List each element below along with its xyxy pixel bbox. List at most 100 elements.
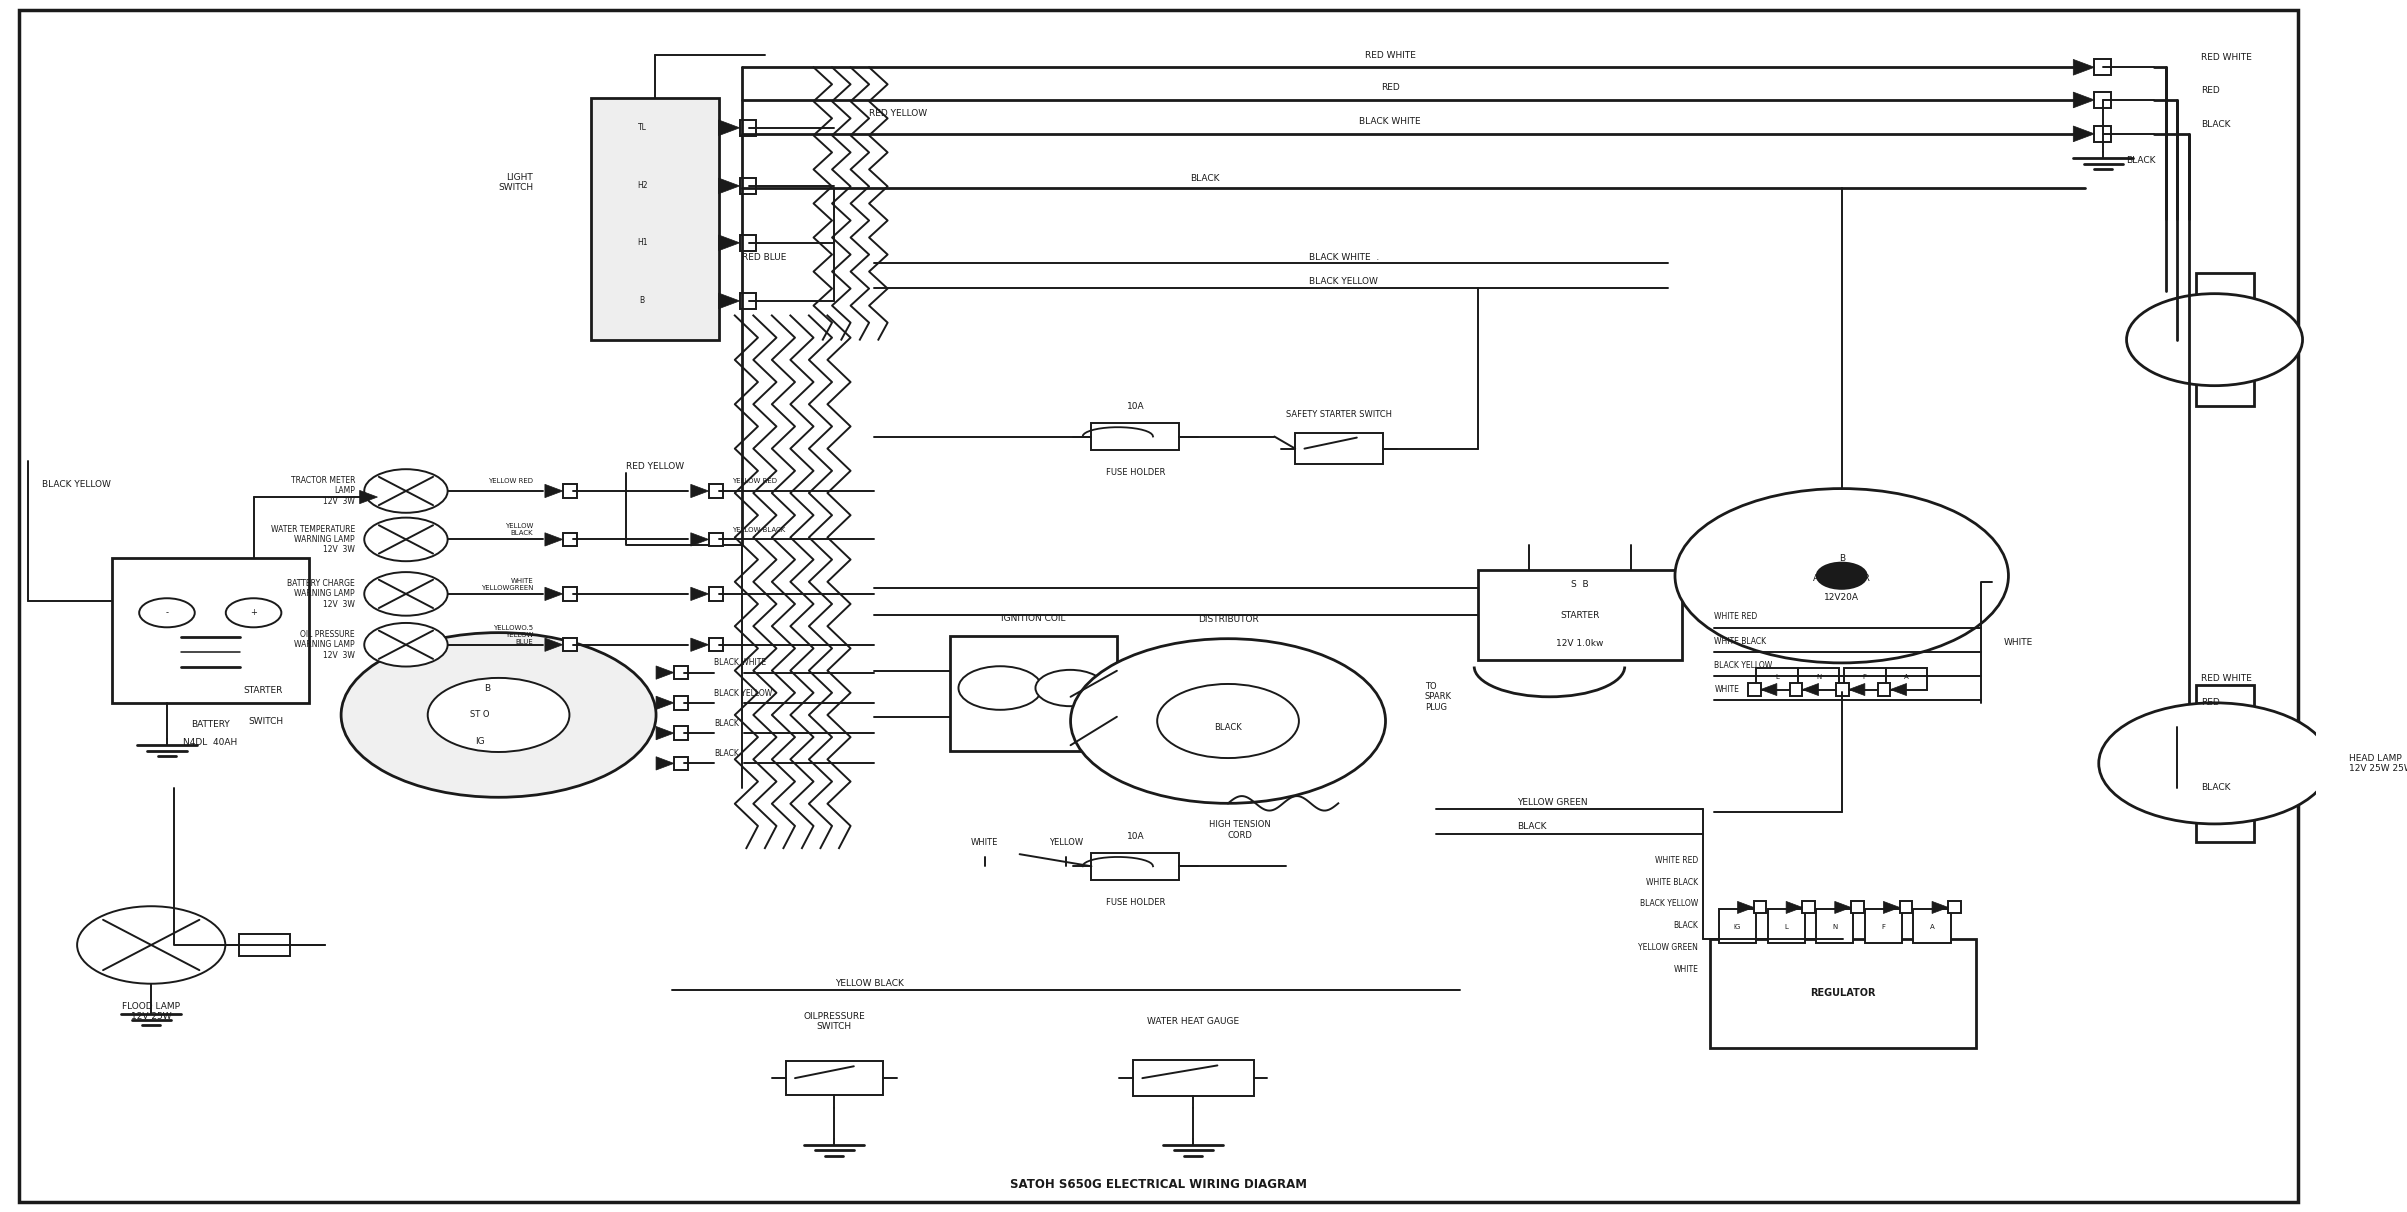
Bar [563,588,578,601]
Text: OILPRESSURE
SWITCH: OILPRESSURE SWITCH [804,1012,864,1031]
Bar [674,726,688,739]
Polygon shape [1889,684,1906,696]
Text: HEAD LAMP
12V 25W 25W: HEAD LAMP 12V 25W 25W [2349,754,2407,773]
Text: RED YELLOW: RED YELLOW [869,109,927,118]
Text: +: + [250,608,258,617]
Text: FLOOD LAMP
12V 25W: FLOOD LAMP 12V 25W [123,1002,181,1022]
Text: 10A: 10A [1126,831,1143,840]
Bar [1885,668,1928,690]
Text: HIGH TENSION
CORD: HIGH TENSION CORD [1208,821,1271,840]
Text: S  B: S B [1572,579,1589,589]
Bar [674,756,688,770]
Text: BLACK: BLACK [1189,175,1220,183]
Text: RED WHITE: RED WHITE [1365,51,1415,59]
Bar [708,485,722,498]
Bar [1090,423,1179,450]
Polygon shape [544,533,563,547]
Text: WHITE: WHITE [2003,638,2034,647]
Bar [1844,668,1885,690]
Text: RED YELLOW: RED YELLOW [626,462,684,471]
Text: BLACK WHITE: BLACK WHITE [1360,118,1420,126]
Bar [708,638,722,651]
Text: STARTER: STARTER [1560,611,1601,619]
Text: IG: IG [474,737,484,747]
Polygon shape [720,293,739,309]
Text: IGNITION COIL: IGNITION COIL [1001,613,1066,623]
Text: SWITCH: SWITCH [248,716,284,726]
Polygon shape [720,178,739,194]
Text: WATER HEAT GAUGE: WATER HEAT GAUGE [1148,1017,1240,1025]
Polygon shape [1882,902,1899,914]
Circle shape [226,599,282,628]
Text: A: A [1904,674,1909,680]
Text: RED WHITE: RED WHITE [2200,53,2251,62]
Text: STARTER: STARTER [243,686,284,696]
Bar [1877,684,1889,696]
Circle shape [2099,703,2330,824]
Text: 12V 1.0kw: 12V 1.0kw [1557,639,1603,648]
Bar [563,533,578,547]
Text: WHITE BLACK: WHITE BLACK [1646,877,1697,886]
Circle shape [1158,684,1300,758]
Bar [1747,684,1760,696]
Text: 12V20A: 12V20A [1825,593,1858,602]
Polygon shape [359,491,378,504]
Text: F: F [1863,674,1868,680]
Circle shape [1071,639,1386,804]
Polygon shape [657,726,674,739]
Text: SAFETY STARTER SWITCH: SAFETY STARTER SWITCH [1285,410,1391,419]
Polygon shape [1933,902,1947,914]
Bar [1478,570,1682,661]
Bar [2195,685,2253,842]
Bar [388,490,421,504]
Text: BLACK WHITE: BLACK WHITE [715,658,765,668]
Text: BATTERY: BATTERY [190,720,229,730]
Text: YELLOW: YELLOW [1049,837,1083,846]
Text: BLACK: BLACK [1516,822,1548,831]
Circle shape [363,518,448,561]
Text: SATOH S650G ELECTRICAL WIRING DIAGRAM: SATOH S650G ELECTRICAL WIRING DIAGRAM [1011,1178,1307,1191]
Text: RED WHITE: RED WHITE [2200,674,2251,684]
Bar [1791,684,1803,696]
Text: BATTERY CHARGE
WARNING LAMP
12V  3W: BATTERY CHARGE WARNING LAMP 12V 3W [286,579,354,608]
Polygon shape [691,638,708,651]
Bar [1899,902,1911,914]
Text: B: B [1839,554,1844,564]
Text: TO
SPARK
PLUG: TO SPARK PLUG [1425,682,1451,711]
Text: LIGHT
SWITCH: LIGHT SWITCH [498,172,534,191]
Text: RED: RED [1382,84,1398,92]
Bar [1090,853,1179,880]
Text: YELLOW GREEN: YELLOW GREEN [1639,943,1697,951]
Bar [1709,939,1976,1048]
Bar [563,638,578,651]
Text: YELLOW
BLACK: YELLOW BLACK [505,524,534,536]
Text: YELLOW RED: YELLOW RED [732,479,777,485]
Polygon shape [544,638,563,651]
Text: ALTERNATOR: ALTERNATOR [1812,573,1870,583]
Bar [1134,1060,1254,1097]
Text: ST O: ST O [469,710,489,720]
Polygon shape [1834,902,1851,914]
Text: N4DL  40AH: N4DL 40AH [183,738,238,748]
Polygon shape [1760,684,1776,696]
Bar [785,1062,883,1096]
Polygon shape [544,485,563,498]
Circle shape [363,572,448,616]
Circle shape [958,667,1042,710]
Text: YELLOWO.5
YELLOW
BLUE: YELLOWO.5 YELLOW BLUE [493,625,534,645]
Text: FUSE HOLDER: FUSE HOLDER [1105,898,1165,907]
Bar [563,485,578,498]
Polygon shape [1803,684,1820,696]
Bar [739,178,756,194]
Bar [1755,902,1767,914]
Bar [1757,668,1798,690]
Text: WHITE RED: WHITE RED [1714,612,1757,622]
Text: BLACK: BLACK [2200,783,2231,793]
Circle shape [1035,670,1105,707]
Text: F: F [1882,924,1885,930]
Text: FUSE HOLDER: FUSE HOLDER [1105,468,1165,478]
Polygon shape [657,756,674,770]
Text: WHITE: WHITE [970,837,999,846]
Bar [739,293,756,309]
Text: YELLOW BLACK: YELLOW BLACK [835,979,903,988]
